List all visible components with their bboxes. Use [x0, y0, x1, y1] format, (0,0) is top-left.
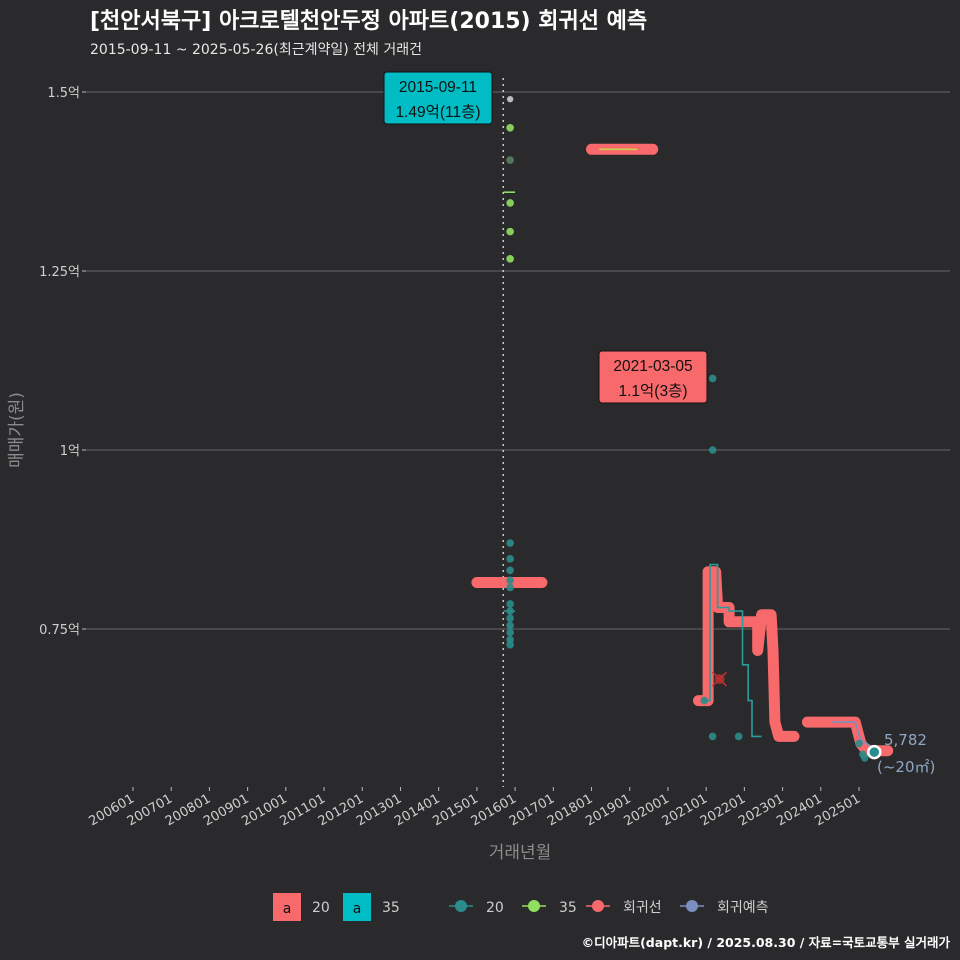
end-label-value: 5,782 — [884, 731, 927, 749]
point-20 — [506, 576, 514, 585]
point-20 — [506, 621, 514, 630]
point-20 — [708, 446, 717, 454]
y-tick-label: 0.75억 — [39, 623, 80, 638]
regression-prediction — [832, 721, 873, 748]
callout-value: 1.1억(3층) — [618, 382, 687, 400]
y-tick-label: 1.5억 — [47, 86, 80, 101]
point-20 — [700, 696, 709, 705]
point-20 — [506, 607, 514, 615]
callout-value: 1.49억(11층) — [395, 103, 480, 121]
legend-key — [273, 893, 301, 921]
data-points — [506, 95, 882, 762]
y-tick-label: 1.25억 — [39, 265, 80, 280]
point-20 — [506, 628, 514, 637]
callout-date: 2015-09-11 — [399, 79, 477, 96]
legend-key-letter: a — [353, 901, 362, 917]
legend-key — [343, 893, 371, 921]
point-20-faded — [506, 156, 514, 164]
point-20 — [506, 539, 514, 547]
point-35 — [506, 199, 514, 207]
point-35 — [506, 124, 514, 132]
point-20 — [860, 754, 869, 762]
legend-series-label: 회귀선 — [623, 900, 662, 916]
legend-key-letter: a — [283, 901, 292, 917]
x-axis-title: 거래년월 — [489, 843, 552, 863]
cross-marker-line — [711, 671, 728, 687]
point-20 — [506, 614, 514, 623]
point-20 — [506, 555, 514, 563]
legend-label: 35 — [382, 900, 400, 916]
point-20 — [734, 732, 743, 741]
legend-series-dot — [686, 900, 698, 912]
callout-box — [383, 71, 493, 125]
y-axis-title: 매매가(원) — [7, 392, 27, 468]
point-20 — [855, 739, 863, 748]
point-20 — [506, 566, 514, 575]
end-point — [867, 744, 882, 760]
chart-subtitle: 2015-09-11 ~ 2025-05-26(최근계약일) 전체 거래건 — [90, 42, 422, 58]
point-20 — [506, 600, 514, 608]
legend: a 20 a 35 20 35 회귀선 회귀예측 — [273, 893, 769, 921]
point-35 — [506, 255, 514, 263]
legend-series-label: 회귀예측 — [717, 900, 769, 916]
legend-label: 20 — [312, 900, 330, 916]
point-20 — [708, 374, 717, 383]
legend-series-dot — [455, 900, 467, 912]
end-label: 5,782 (~20㎡) — [877, 731, 935, 776]
chart-title: [천안서북구] 아크로텔천안두정 아파트(2015) 회귀선 예측 — [90, 9, 647, 34]
y-tick-label: 1억 — [60, 444, 80, 459]
point-20 — [506, 640, 514, 649]
end-label-area: (~20㎡) — [877, 758, 935, 776]
legend-series-dot — [528, 900, 540, 912]
point-35 — [506, 227, 514, 236]
callout-date: 2021-03-05 — [613, 358, 692, 375]
callout-box — [598, 350, 708, 404]
point-20 — [708, 732, 717, 741]
grid — [86, 91, 950, 630]
legend-series-label: 20 — [486, 900, 504, 916]
callouts: 2015-09-11 1.49억(11층) 2021-03-05 1.1억(3층) — [383, 71, 708, 404]
chart-caption: ©디아파트(dapt.kr) / 2025.08.30 / 자료=국토교통부 실… — [582, 935, 951, 950]
legend-series-label: 35 — [559, 900, 577, 916]
point-35-faded — [506, 95, 514, 103]
series-20-line — [702, 563, 762, 738]
point-20 — [506, 583, 514, 592]
y-axis-ticks: 0.75억 1억 1.25억 1.5억 — [39, 86, 86, 638]
legend-series-dot — [592, 900, 604, 912]
